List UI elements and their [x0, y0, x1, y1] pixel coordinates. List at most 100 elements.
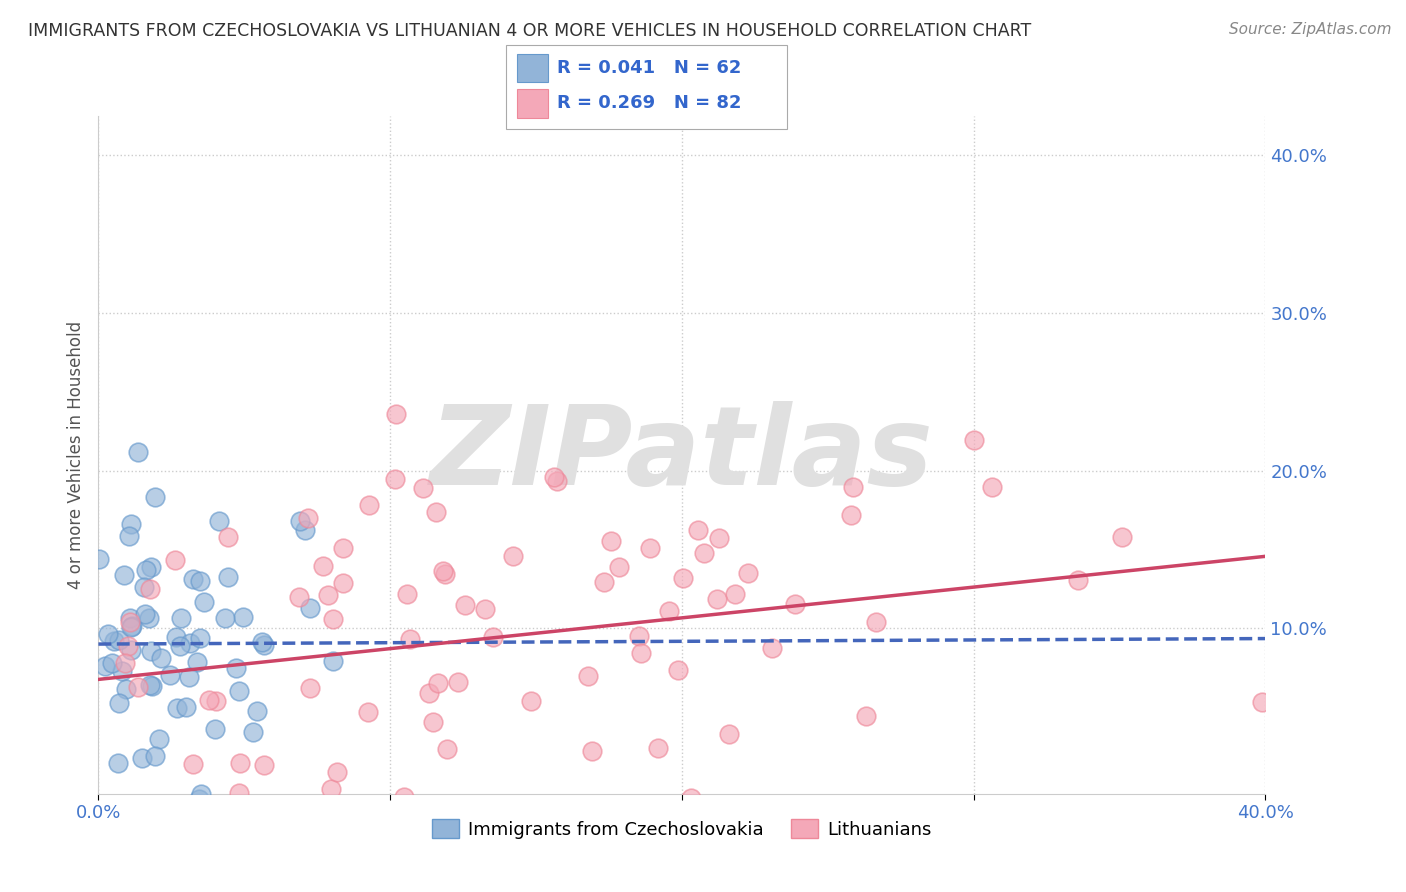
Point [186, 655, 208, 669]
Point [242, 724, 264, 739]
Point [228, 684, 250, 698]
Point [1067, 574, 1090, 588]
Point [141, 680, 163, 694]
Point [183, 756, 205, 771]
Point [253, 638, 276, 652]
Point [543, 470, 565, 484]
Point [652, 823, 675, 838]
Point [143, 490, 166, 504]
Point [94, 658, 117, 673]
Point [322, 612, 344, 626]
Point [384, 472, 406, 486]
Point [127, 680, 149, 694]
Point [666, 663, 689, 677]
Point [138, 610, 160, 624]
Point [232, 610, 254, 624]
Point [253, 758, 276, 772]
Point [1251, 695, 1274, 709]
Point [228, 756, 250, 770]
Text: ZIPatlas: ZIPatlas [430, 401, 934, 508]
Point [681, 790, 703, 805]
Point [214, 610, 236, 624]
Text: Source: ZipAtlas.com: Source: ZipAtlas.com [1229, 22, 1392, 37]
Y-axis label: 4 or more Vehicles in Household: 4 or more Vehicles in Household [66, 321, 84, 589]
Point [839, 508, 862, 522]
Point [134, 580, 156, 594]
Point [422, 714, 444, 729]
Point [453, 598, 475, 612]
Point [118, 615, 141, 629]
Point [395, 586, 418, 600]
Text: R = 0.269   N = 82: R = 0.269 N = 82 [557, 95, 741, 112]
Point [593, 574, 616, 589]
Point [607, 559, 630, 574]
Point [446, 675, 468, 690]
Point [672, 571, 695, 585]
Point [120, 611, 142, 625]
Point [576, 669, 599, 683]
Point [177, 670, 200, 684]
Point [139, 582, 162, 597]
Point [250, 635, 273, 649]
Point [385, 407, 408, 421]
Point [321, 782, 343, 797]
Point [204, 722, 226, 736]
Point [107, 696, 129, 710]
Point [159, 668, 181, 682]
Point [630, 646, 652, 660]
Point [658, 604, 681, 618]
Point [326, 764, 349, 779]
Point [135, 563, 157, 577]
Point [101, 656, 124, 670]
Point [131, 750, 153, 764]
Point [190, 787, 212, 801]
Point [176, 699, 198, 714]
Point [150, 650, 173, 665]
Point [193, 595, 215, 609]
Point [120, 516, 142, 531]
Point [139, 644, 162, 658]
Point [692, 546, 714, 560]
Point [783, 597, 806, 611]
Point [181, 572, 204, 586]
Point [392, 790, 415, 805]
Point [502, 549, 524, 564]
Point [717, 727, 740, 741]
Point [686, 523, 709, 537]
Point [288, 514, 311, 528]
Point [127, 445, 149, 459]
Point [187, 792, 209, 806]
Point [166, 701, 188, 715]
Point [118, 529, 141, 543]
Point [107, 632, 129, 647]
Point [599, 533, 621, 548]
Point [225, 661, 247, 675]
Point [179, 636, 201, 650]
Point [332, 575, 354, 590]
Point [112, 568, 135, 582]
Point [297, 511, 319, 525]
Point [181, 842, 204, 856]
Point [299, 681, 322, 696]
Point [427, 676, 450, 690]
Point [205, 694, 228, 708]
Point [198, 693, 221, 707]
Point [246, 704, 269, 718]
Point [842, 480, 865, 494]
Point [298, 601, 321, 615]
Point [981, 480, 1004, 494]
Point [436, 741, 458, 756]
Point [111, 664, 134, 678]
Point [217, 570, 239, 584]
Point [294, 523, 316, 537]
Point [103, 633, 125, 648]
Point [724, 587, 747, 601]
Point [1111, 530, 1133, 544]
Legend: Immigrants from Czechoslovakia, Lithuanians: Immigrants from Czechoslovakia, Lithuani… [425, 812, 939, 846]
Point [288, 818, 311, 832]
Point [170, 611, 193, 625]
Point [322, 654, 344, 668]
Point [638, 541, 661, 555]
Point [647, 741, 669, 756]
Point [139, 678, 162, 692]
